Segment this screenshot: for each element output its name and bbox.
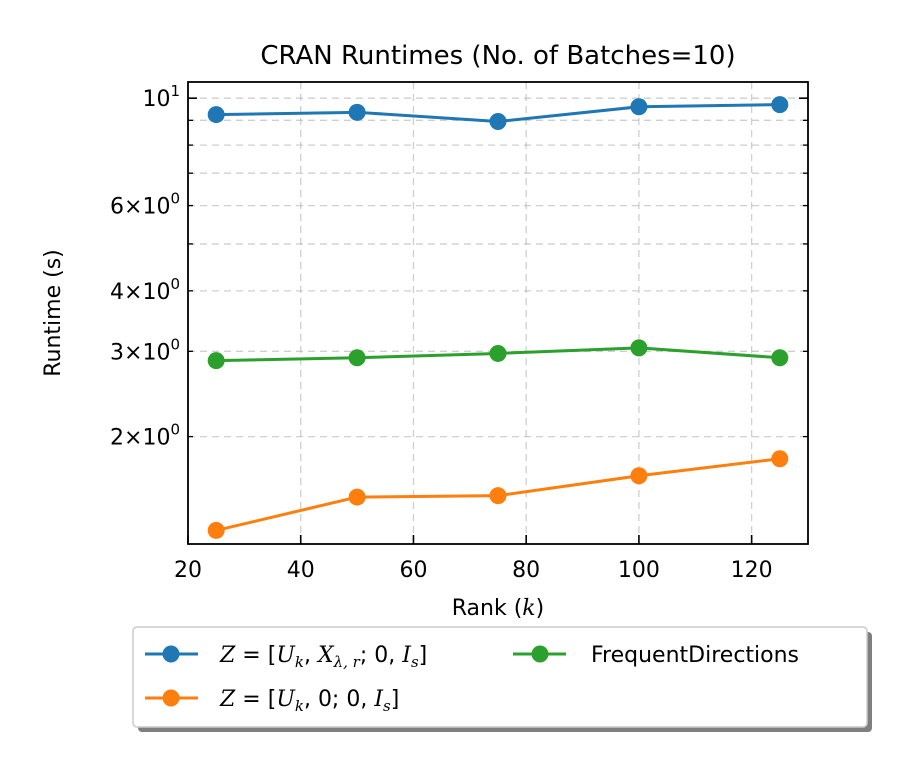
x-axis-label: Rank (k) <box>452 596 544 621</box>
series-0-point <box>630 98 648 116</box>
series-1-point <box>348 488 366 506</box>
x-tick-label: 40 <box>287 558 315 583</box>
y-tick-label: 4×100 <box>110 275 180 305</box>
grid <box>187 82 808 544</box>
y-tick-label: 6×100 <box>110 190 180 220</box>
legend-marker-green <box>531 645 549 663</box>
legend: Z = [Uk, Xλ, r; 0, Is] Z = [Uk, 0; 0, Is… <box>132 626 872 732</box>
legend-marker-orange <box>162 689 180 707</box>
x-tick-label: 80 <box>512 558 540 583</box>
x-tick-label: 60 <box>399 558 427 583</box>
x-tick-label: 120 <box>731 558 773 583</box>
series-2-point <box>489 344 507 362</box>
y-tick-label: 3×100 <box>110 335 180 365</box>
series-2-point <box>630 339 648 357</box>
series-layer <box>207 96 789 539</box>
series-0-point <box>489 113 507 131</box>
legend-entry-green: FrequentDirections <box>513 643 799 668</box>
series-2-point <box>348 349 366 367</box>
plot-frame <box>187 81 809 545</box>
series-1-point <box>489 487 507 505</box>
series-0-point <box>771 96 789 114</box>
y-tick-label: 2×100 <box>110 421 180 451</box>
series-1-point <box>630 467 648 485</box>
series-2-point <box>771 349 789 367</box>
legend-entry-orange: Z = [Uk, 0; 0, Is] <box>145 687 399 715</box>
legend-box <box>132 626 868 728</box>
legend-label-green: FrequentDirections <box>591 643 799 668</box>
y-axis-label: Runtime (s) <box>41 249 66 377</box>
series-2-point <box>207 352 225 370</box>
y-tick-label: 101 <box>142 82 180 112</box>
x-tick-label: 100 <box>618 558 660 583</box>
legend-label-blue: Z = [Uk, Xλ, r; 0, Is] <box>219 643 427 671</box>
legend-entry-blue: Z = [Uk, Xλ, r; 0, Is] <box>145 643 427 671</box>
x-tick-label: 20 <box>174 558 202 583</box>
chart-title: CRAN Runtimes (No. of Batches=10) <box>260 41 735 71</box>
series-0-point <box>348 103 366 121</box>
axis-ticks: 20 40 60 80 100 120 2×100 3×100 4×100 6×100 101 <box>110 82 808 583</box>
series-1-point <box>771 450 789 468</box>
legend-label-orange: Z = [Uk, 0; 0, Is] <box>219 687 399 715</box>
series-0-point <box>207 106 225 124</box>
series-1-point <box>207 521 225 539</box>
legend-marker-blue <box>162 645 180 663</box>
